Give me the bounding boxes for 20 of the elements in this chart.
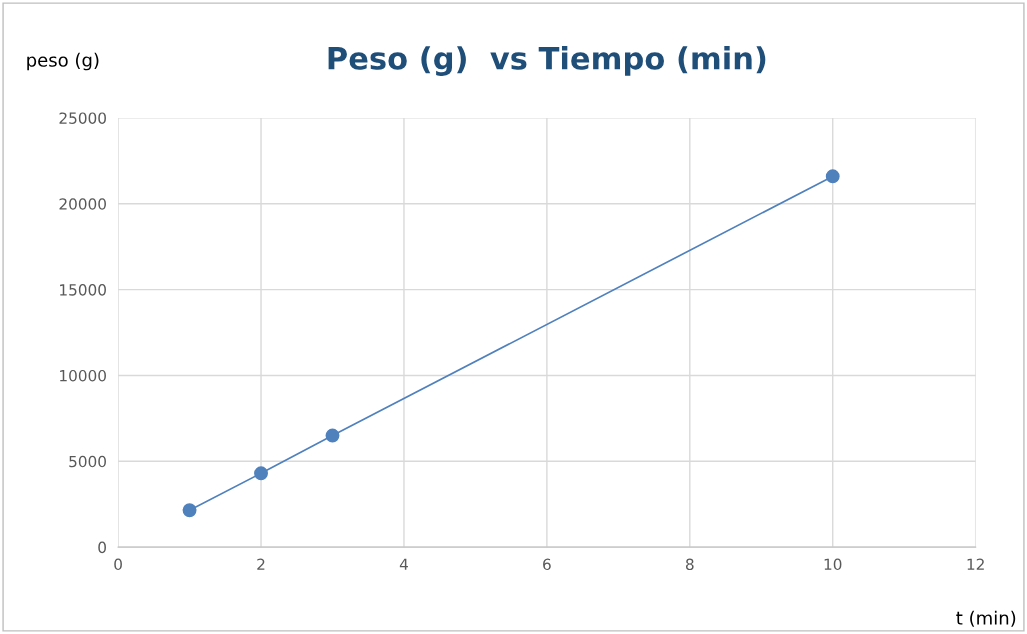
y-tick-label: 5000 [69,455,106,468]
x-tick-label: 2 [257,558,265,570]
x-tick-label: 10 [824,558,842,571]
chart-title: Peso (g) vs Tiempo (min) [328,46,766,76]
point [325,428,340,443]
y-tick-label: 20000 [59,198,106,210]
x-tick-label: 6 [543,558,551,571]
y-tick-label: 25000 [59,112,106,124]
x-tick-label: 12 [967,558,984,570]
point [254,466,268,481]
y-tick-label: 0 [98,541,106,554]
x-tick-label: 4 [399,558,408,570]
y-axis-title: peso (g) [27,52,99,71]
x-tick-label: 0 [114,558,122,571]
y-tick-label: 15000 [60,284,106,296]
x-axis-title: t (min) [956,610,1016,627]
point [825,169,840,184]
y-tick-label: 10000 [60,369,106,382]
x-tick-label: 8 [685,558,694,571]
point [182,503,197,518]
